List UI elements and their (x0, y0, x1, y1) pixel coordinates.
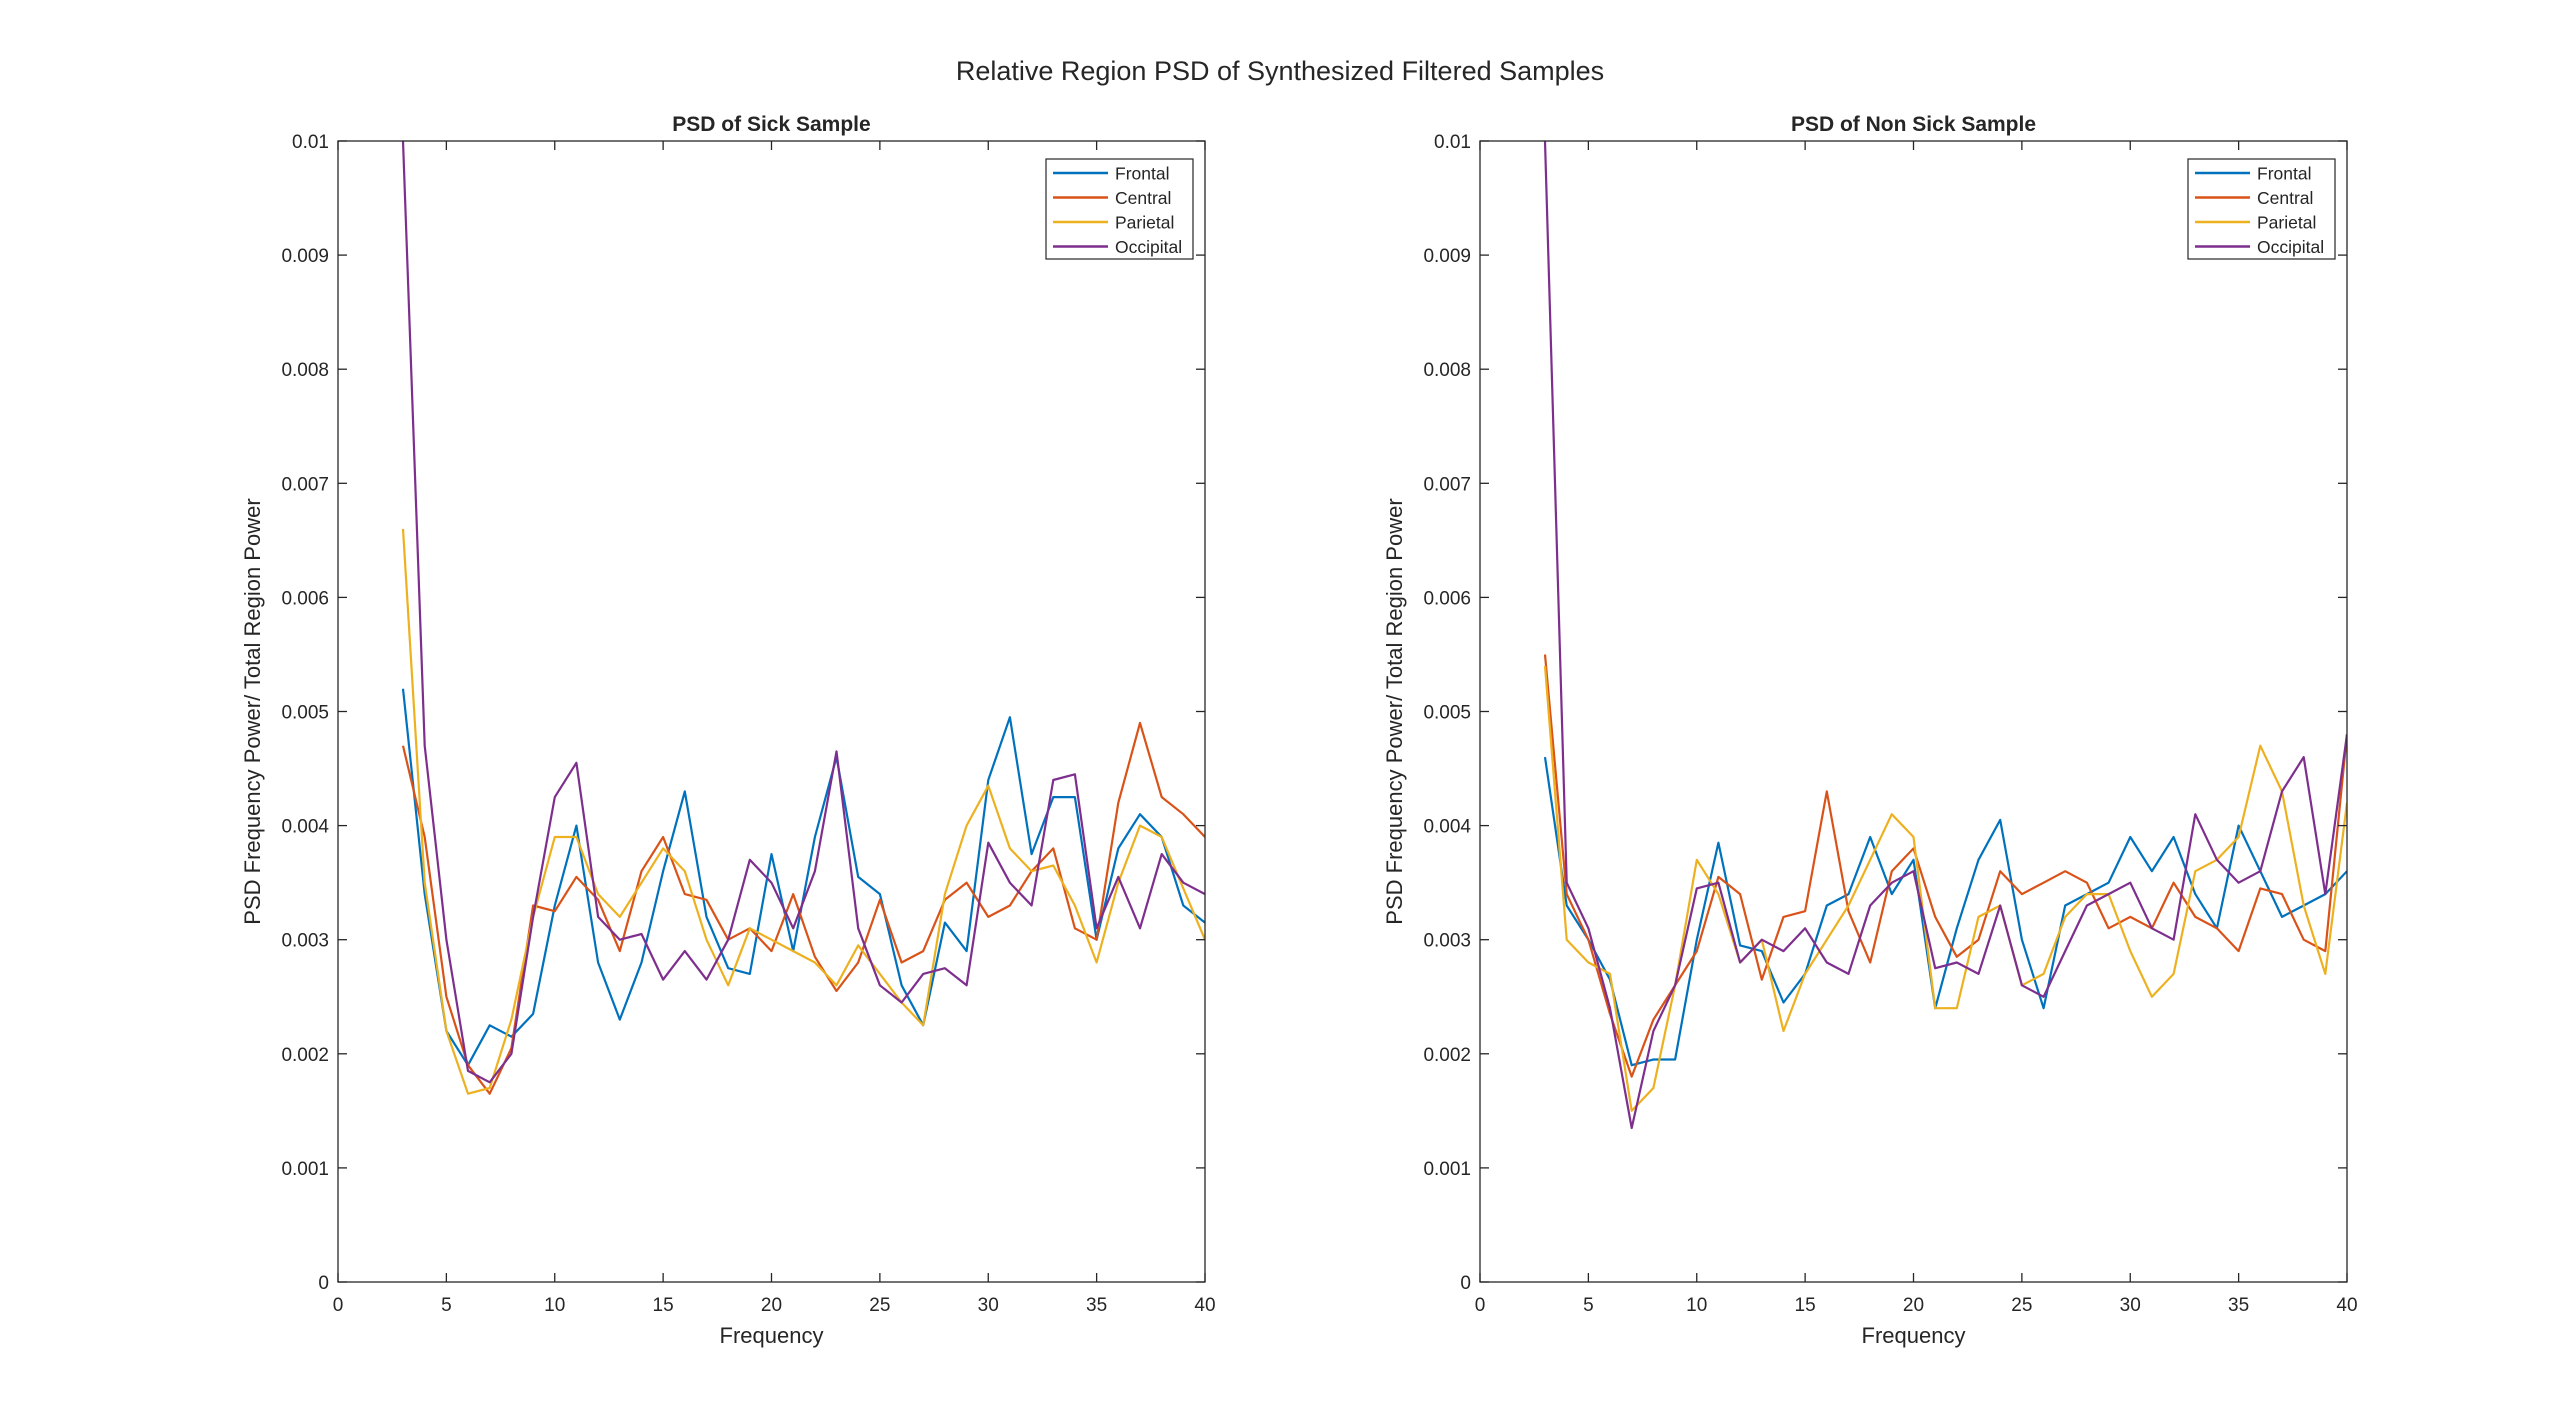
axes-title: PSD of Non Sick Sample (1791, 113, 2036, 136)
legend-label: Central (2257, 188, 2313, 208)
plot-area (1480, 141, 2347, 1282)
y-tick-label: 0.003 (281, 931, 329, 952)
x-tick-label: 20 (1903, 1295, 1924, 1316)
series-line-parietal (401, 528, 1205, 1095)
series-lines (401, 141, 1205, 1095)
x-tick-label: 20 (761, 1295, 782, 1316)
legend-label: Parietal (2257, 213, 2316, 233)
y-tick-label: 0.005 (1423, 703, 1471, 724)
legend-box (1045, 158, 1194, 260)
y-tick-label: 0.008 (281, 360, 329, 381)
legend-label: Occipital (1115, 237, 1182, 257)
y-axis-label: PSD Frequency Power/ Total Region Power (240, 498, 265, 924)
legend-label: Central (1115, 188, 1171, 208)
y-tick-label: 0.01 (292, 132, 329, 153)
y-tick-label: 0.007 (1423, 474, 1471, 495)
y-tick-label: 0.001 (281, 1159, 329, 1180)
legend-box (2187, 158, 2336, 260)
x-axis-label: Frequency (720, 1323, 824, 1348)
x-tick-label: 0 (1475, 1295, 1486, 1316)
x-tick-label: 10 (1686, 1295, 1707, 1316)
x-tick-label: 35 (1086, 1295, 1107, 1316)
x-tick-label: 25 (869, 1295, 890, 1316)
y-tick-label: 0.005 (281, 703, 329, 724)
series-line-occipital (401, 141, 1205, 1084)
y-tick-label: 0 (318, 1273, 329, 1294)
x-tick-label: 5 (441, 1295, 452, 1316)
legend: Frontal Central Parietal Occipital (2187, 158, 2336, 260)
legend-label: Frontal (1115, 164, 1169, 184)
plot-area (338, 141, 1205, 1282)
non-sick-sample-axes: 0 5 10 15 20 25 30 35 40 0 0.001 0.002 0.003 0.004 0.0… (1382, 113, 2358, 1348)
series-line-central (1543, 654, 2347, 1078)
x-tick-label: 30 (2120, 1295, 2141, 1316)
y-tick-label: 0.004 (1423, 817, 1471, 838)
x-tick-label: 40 (1194, 1295, 1215, 1316)
sick-sample-axes: 0 5 10 15 20 25 30 35 40 0 0.001 0.002 0.003 0.004 0.0… (240, 113, 1216, 1348)
series-line-occipital (1543, 141, 2347, 1130)
y-tick-label: 0.009 (281, 246, 329, 267)
x-tick-label: 40 (2336, 1295, 2357, 1316)
y-tick-label: 0.004 (281, 817, 329, 838)
x-tick-label: 30 (978, 1295, 999, 1316)
series-lines (1543, 141, 2347, 1130)
y-tick-label: 0.006 (1423, 588, 1471, 609)
x-tick-label: 35 (2228, 1295, 2249, 1316)
figure-title: Relative Region PSD of Synthesized Filte… (956, 56, 1604, 86)
axes-title: PSD of Sick Sample (672, 113, 870, 136)
y-tick-label: 0.003 (1423, 931, 1471, 952)
x-tick-label: 25 (2011, 1295, 2032, 1316)
legend: Frontal Central Parietal Occipital (1045, 158, 1194, 260)
y-tick-label: 0.007 (281, 474, 329, 495)
legend-label: Occipital (2257, 237, 2324, 257)
legend-label: Parietal (1115, 213, 1174, 233)
y-tick-label: 0.001 (1423, 1159, 1471, 1180)
legend-label: Frontal (2257, 164, 2311, 184)
y-tick-label: 0.009 (1423, 246, 1471, 267)
series-line-frontal (1543, 756, 2347, 1067)
x-tick-label: 0 (333, 1295, 344, 1316)
y-tick-label: 0.008 (1423, 360, 1471, 381)
x-tick-label: 10 (544, 1295, 565, 1316)
y-tick-label: 0.01 (1434, 132, 1471, 153)
x-tick-label: 5 (1583, 1295, 1594, 1316)
y-tick-label: 0 (1460, 1273, 1471, 1294)
y-tick-label: 0.002 (1423, 1045, 1471, 1066)
y-axis-label: PSD Frequency Power/ Total Region Power (1382, 498, 1407, 924)
x-tick-label: 15 (1795, 1295, 1816, 1316)
x-tick-label: 15 (653, 1295, 674, 1316)
y-tick-label: 0.002 (281, 1045, 329, 1066)
x-axis-label: Frequency (1862, 1323, 1966, 1348)
series-line-frontal (401, 688, 1205, 1067)
y-tick-label: 0.006 (281, 588, 329, 609)
